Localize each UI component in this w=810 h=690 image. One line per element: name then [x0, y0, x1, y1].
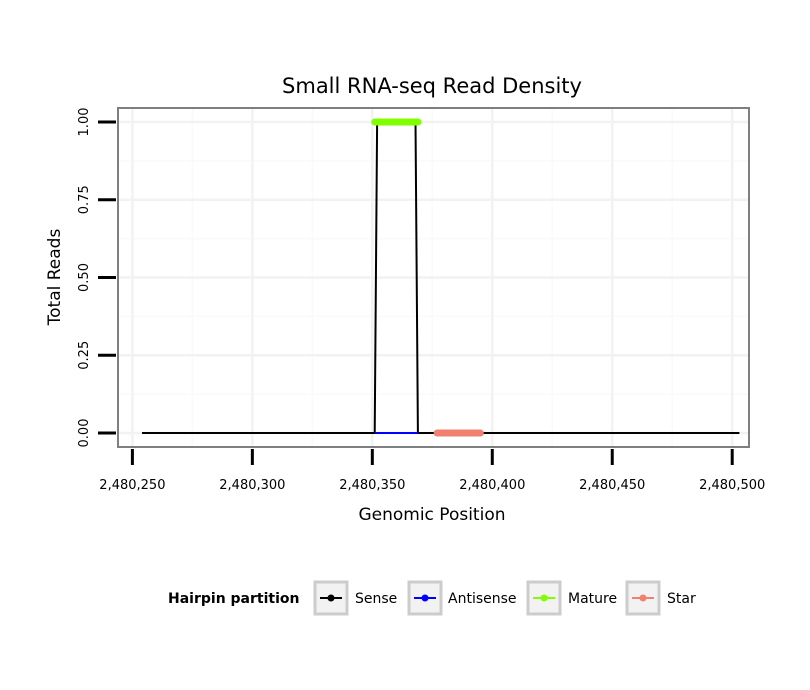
y-tick-label: 0.00	[77, 419, 92, 448]
legend-label-star: Star	[667, 591, 696, 607]
x-tick-label: 2,480,400	[459, 478, 525, 493]
x-tick-label: 2,480,450	[579, 478, 645, 493]
x-tick-label: 2,480,350	[339, 478, 405, 493]
y-tick-label: 0.75	[77, 185, 92, 214]
y-axis: 0.00 0.25 0.50 0.75 1.00	[77, 108, 116, 448]
x-tick-label: 2,480,250	[99, 478, 165, 493]
legend-dot-star	[639, 594, 647, 602]
legend-label-antisense: Antisense	[448, 591, 517, 607]
y-axis-title: Total Reads	[45, 229, 65, 327]
legend-dot-mature	[540, 594, 548, 602]
grid-lines	[118, 108, 749, 447]
chart-title: Small RNA-seq Read Density	[282, 74, 582, 98]
legend-label-sense: Sense	[355, 591, 397, 607]
y-tick-label: 0.50	[77, 263, 92, 292]
x-tick-label: 2,480,300	[219, 478, 285, 493]
legend-label-mature: Mature	[568, 591, 617, 607]
x-tick-label: 2,480,500	[699, 478, 765, 493]
legend-dot-antisense	[421, 594, 429, 602]
legend-dot-sense	[327, 594, 335, 602]
x-axis: 2,480,250 2,480,300 2,480,350 2,480,400 2,48…	[99, 449, 765, 493]
y-tick-label: 0.25	[77, 341, 92, 370]
legend: Hairpin partition Sense Antisense Mature St…	[168, 580, 696, 616]
x-axis-title: Genomic Position	[358, 505, 505, 525]
plot-border	[117, 107, 750, 448]
series-layer	[141, 118, 740, 437]
legend-title: Hairpin partition	[168, 591, 299, 607]
y-tick-label: 1.00	[77, 108, 92, 137]
